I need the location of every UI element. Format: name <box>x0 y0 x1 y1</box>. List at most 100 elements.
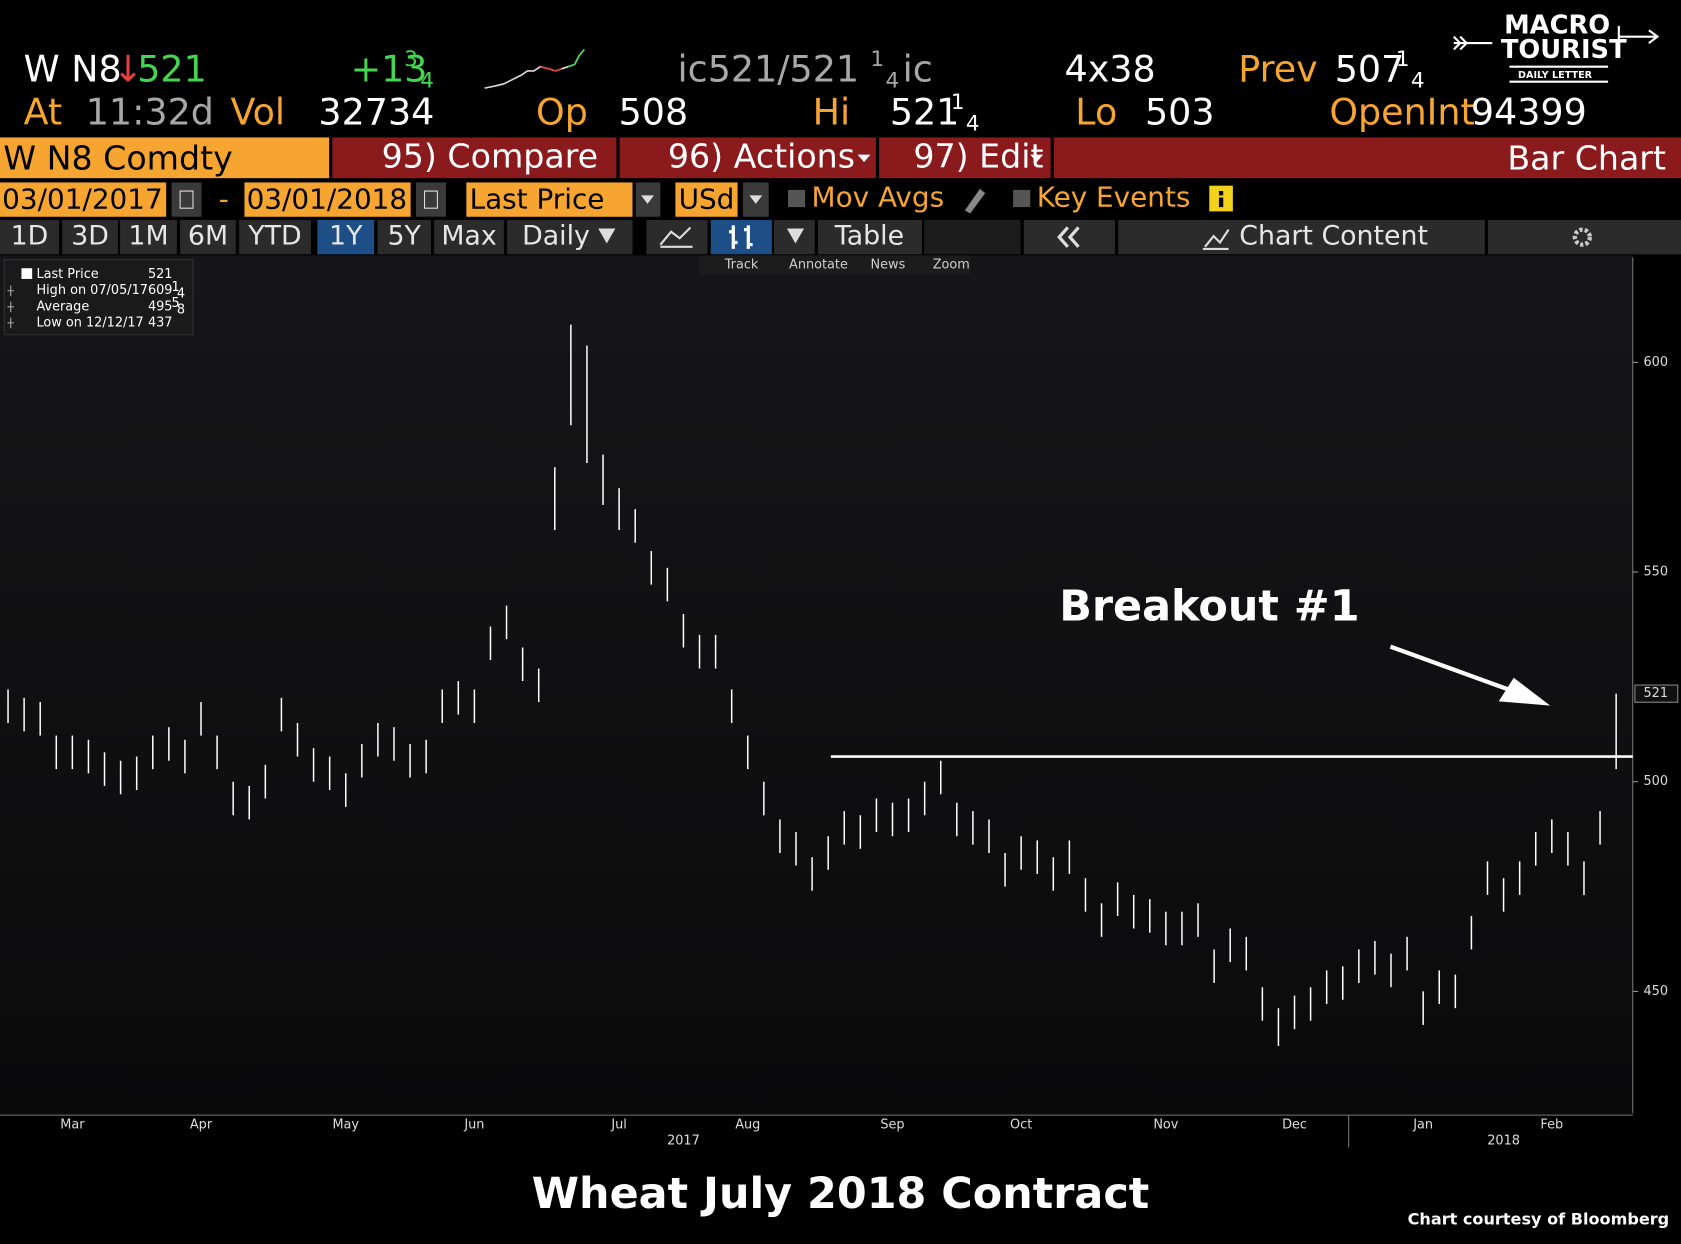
period-btn[interactable] <box>180 219 236 255</box>
period-btn[interactable] <box>317 219 375 255</box>
bar-icon <box>729 225 753 249</box>
annotation-arrowhead <box>1498 677 1551 706</box>
size: 4x38 <box>1065 47 1156 90</box>
collapse-icon <box>1057 226 1080 248</box>
oi: 94399 <box>1471 90 1587 133</box>
prev-den: 4 <box>1411 69 1425 94</box>
actions-caret <box>857 154 871 163</box>
x-tick-label: May <box>332 1117 359 1132</box>
caret <box>598 228 616 244</box>
dash: - <box>219 183 229 216</box>
end-box[interactable] <box>244 182 411 217</box>
period-btn[interactable] <box>239 219 311 255</box>
currency-box[interactable] <box>675 182 738 217</box>
tab-row: 1D 3D 1M 6M YTD 1Y 5Y Max Daily Table Chart Conten… <box>0 219 1681 255</box>
period[interactable]: 1Y <box>329 221 363 252</box>
currency[interactable]: USd <box>679 183 735 216</box>
end-date[interactable]: 03/01/2018 <box>247 183 408 216</box>
tool[interactable]: News <box>871 258 906 273</box>
legend-den: 8 <box>177 303 185 318</box>
x-year-label: 2017 <box>667 1133 700 1148</box>
table[interactable]: Table <box>834 221 904 252</box>
legend-box <box>3 259 194 336</box>
key-events-check[interactable] <box>1013 189 1031 208</box>
edit[interactable]: 97) Edit <box>913 136 1043 175</box>
legend-value: 521 <box>148 267 173 282</box>
chart: 450 500 550 600 Mar Apr May Jun Jul 2017 Aug Sep Oct… <box>0 257 1679 1148</box>
chart-content-icon <box>1202 229 1230 250</box>
period[interactable]: 1M <box>128 221 168 252</box>
chart-content[interactable]: Chart Content <box>1239 221 1428 252</box>
period[interactable]: 6M <box>188 221 228 252</box>
chart-content-btn[interactable] <box>1118 219 1485 255</box>
pen-icon[interactable] <box>964 188 986 214</box>
bar-btn[interactable] <box>710 219 772 255</box>
info-glyph <box>1218 191 1224 208</box>
calendar-btn[interactable] <box>171 182 202 217</box>
tool[interactable]: Annotate <box>789 258 848 273</box>
calendar-btn[interactable] <box>415 182 446 217</box>
key-events[interactable]: Key Events <box>1037 181 1191 214</box>
x-tick-label: Sep <box>880 1117 904 1132</box>
legend-glyph <box>7 301 14 313</box>
settings-btn[interactable] <box>1488 219 1681 255</box>
field-box[interactable] <box>466 182 633 217</box>
start-date[interactable]: 03/01/2017 <box>2 183 163 216</box>
mov-avgs-check[interactable] <box>787 189 806 208</box>
x-tick-label: Jan <box>1412 1117 1433 1132</box>
line-icon <box>659 226 693 248</box>
period[interactable]: 1D <box>11 221 49 252</box>
security[interactable]: W N8 Comdty <box>3 138 233 177</box>
compare[interactable]: 95) Compare <box>382 136 598 175</box>
frequency[interactable]: Daily <box>522 221 590 252</box>
legend-value: 495 <box>148 299 173 314</box>
plot-area <box>0 255 1633 1116</box>
logo-arrows <box>1452 25 1660 83</box>
legend-glyph <box>7 285 14 297</box>
field[interactable]: Last Price <box>470 183 605 216</box>
sparkline-up <box>567 49 585 68</box>
x-tick-label: Mar <box>60 1117 85 1132</box>
compare-btn[interactable] <box>332 137 617 179</box>
last-price-box <box>1634 684 1679 703</box>
change: +13 <box>351 47 428 90</box>
y-tick-label: 600 <box>1643 355 1668 370</box>
x-tick-label: Apr <box>190 1117 213 1132</box>
legend-num: 1 <box>172 280 180 295</box>
time: 11:32d <box>86 90 214 133</box>
last: 521 <box>137 47 207 90</box>
down-arrow: ↓ <box>113 47 144 90</box>
frequency-btn[interactable] <box>507 219 633 255</box>
gear-icon <box>1572 227 1593 247</box>
view: Bar Chart <box>1507 138 1666 177</box>
tool[interactable]: Zoom <box>933 258 970 273</box>
period[interactable]: 3D <box>71 221 109 252</box>
period[interactable]: Max <box>441 221 496 252</box>
security-box[interactable] <box>0 137 330 179</box>
period-btn[interactable] <box>120 219 177 255</box>
period-btn[interactable] <box>62 219 118 255</box>
legend-den: 4 <box>177 286 185 301</box>
quote: ic521/521 <box>678 47 860 90</box>
blank[interactable] <box>924 219 1021 255</box>
legend-label: Average <box>36 299 89 314</box>
period[interactable]: YTD <box>247 221 301 252</box>
table-btn[interactable] <box>817 219 922 255</box>
period-btn[interactable] <box>0 219 59 255</box>
period-btn[interactable] <box>434 219 504 255</box>
quote-den: 4 <box>886 69 900 94</box>
edit-btn[interactable] <box>879 137 1051 179</box>
tool[interactable]: Track <box>724 258 759 273</box>
y-tick-label: 550 <box>1643 565 1668 580</box>
actions[interactable]: 96) Actions <box>668 136 855 175</box>
ticker: W N8 <box>24 47 122 90</box>
period-btn[interactable] <box>377 219 431 255</box>
period[interactable]: 5Y <box>387 221 421 252</box>
start-box[interactable] <box>0 182 167 217</box>
legend-value: 609 <box>148 283 173 298</box>
mov-avgs[interactable]: Mov Avgs <box>812 181 945 214</box>
x-tick-label: Dec <box>1282 1117 1307 1132</box>
actions-btn[interactable] <box>619 137 876 179</box>
